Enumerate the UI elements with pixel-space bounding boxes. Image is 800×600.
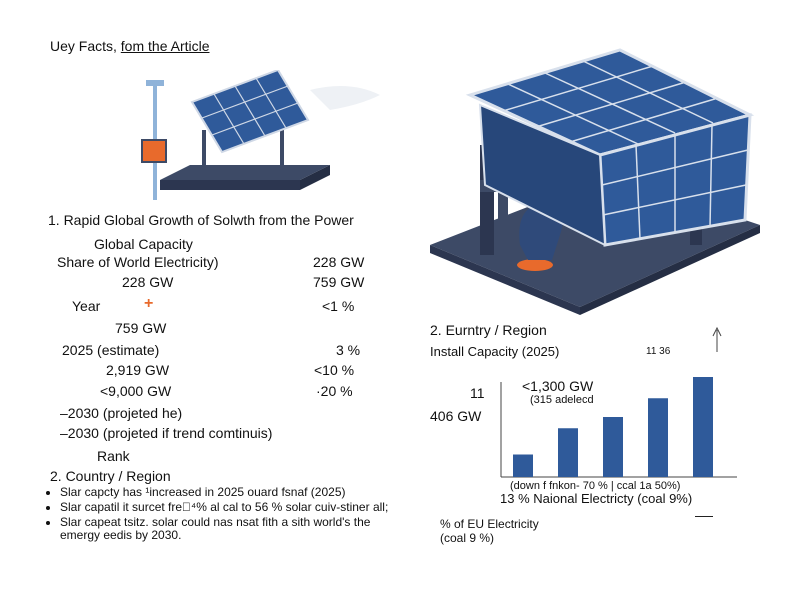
projection-1: –2030 (projeted he) — [60, 405, 183, 421]
year-right: <1 % — [322, 298, 355, 314]
row4-left: 2025 (estimate) — [62, 342, 160, 358]
year-label: Year — [72, 298, 101, 314]
facts-list: Slar capcty has ¹increased in 2025 ouard… — [40, 486, 400, 544]
row3-left: 759 GW — [115, 320, 167, 336]
bar — [693, 377, 713, 477]
list-item: Slar capeat tsitz. solar could nas nsat … — [60, 516, 400, 542]
small-solar-panel-illustration — [141, 70, 380, 200]
row4-right: 3 % — [336, 342, 361, 358]
page-title: Uey Facts, fom the Article — [50, 38, 210, 54]
large-solar-panel-illustration — [430, 48, 760, 315]
bar — [513, 454, 533, 477]
projection-2: –2030 (projeted if trend comtinuis) — [60, 425, 273, 441]
axis-note: (down f fnkon- 70 % | ccal 1a 50%) — [510, 480, 681, 492]
share-value: 228 GW — [313, 254, 365, 270]
row1-right: 759 GW — [313, 274, 365, 290]
title-prefix: Uey Facts, — [50, 38, 121, 54]
rank-label: Rank — [97, 448, 130, 464]
label-1300: <1,300 GW — [522, 378, 594, 394]
list-item: Slar capatil it surcet fre⃥⁴% al cal to … — [60, 501, 400, 514]
title-suffix: fom the Article — [120, 38, 210, 54]
coal-label: (coal 9 %) — [440, 531, 495, 545]
row5-left: 2,919 GW — [106, 362, 170, 378]
arrow-head — [712, 326, 722, 337]
bar — [558, 428, 578, 477]
bar — [603, 417, 623, 477]
install-capacity-label: Install Capacity (2025) — [430, 344, 560, 359]
label-11: 11 — [470, 385, 485, 401]
row6-right: ·20 % — [316, 383, 353, 399]
label-1136: 11 36 — [646, 346, 671, 357]
label-406: 406 GW — [430, 408, 482, 424]
section2-right-heading: 2. Eurntry / Region — [430, 322, 547, 338]
national-electricity: 13 % Naional Electricty (coal 9%) — [500, 491, 693, 506]
bar — [648, 398, 668, 477]
share-label: Share of World Electricity) — [57, 254, 219, 270]
capacity-bar-chart — [500, 326, 737, 478]
row5-right: <10 % — [314, 362, 355, 378]
row6-left: <9,000 GW — [100, 383, 172, 399]
global-capacity-label: Global Capacity — [94, 236, 193, 252]
eu-electricity-label: % of EU Electricity — [440, 517, 539, 531]
list-item: Slar capcty has ¹increased in 2025 ouard… — [60, 486, 400, 499]
row1-left: 228 GW — [122, 274, 174, 290]
label-315: (315 adelecd — [530, 394, 594, 406]
dash-line — [695, 516, 713, 517]
section1-heading: 1. Rapid Global Growth of Solwth from th… — [48, 212, 354, 228]
plus-icon: + — [144, 295, 154, 312]
section2-left-heading: 2. Country / Region — [50, 468, 171, 484]
